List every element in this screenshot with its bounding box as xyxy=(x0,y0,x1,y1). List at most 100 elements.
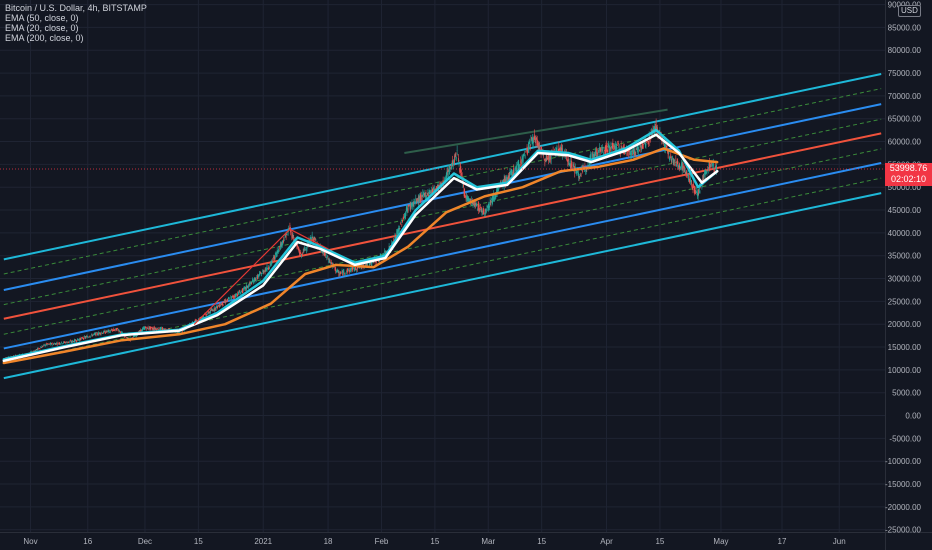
y-axis-tick-label: 20000.00 xyxy=(888,320,922,329)
candle-body xyxy=(119,331,121,333)
candle-body xyxy=(663,143,665,145)
candle-body xyxy=(624,151,626,154)
last-price-value: 53998.76 xyxy=(889,163,928,173)
candle-body xyxy=(712,162,714,167)
candle-body xyxy=(475,204,477,205)
candle-body xyxy=(436,186,438,189)
candle-body xyxy=(229,299,231,301)
candle-body xyxy=(225,300,227,303)
candle-body xyxy=(534,134,536,138)
candle-body xyxy=(101,332,103,334)
candle-body xyxy=(681,164,683,171)
candle-body xyxy=(48,343,50,345)
candle-body xyxy=(222,301,223,306)
candle-body xyxy=(473,201,475,207)
candle-body xyxy=(689,175,691,181)
candle-body xyxy=(145,326,146,329)
y-axis-tick-label: 65000.00 xyxy=(888,115,922,124)
candle-body xyxy=(133,335,134,338)
candle-body xyxy=(429,190,431,192)
candle-body xyxy=(328,260,330,262)
candle-body xyxy=(490,200,492,203)
candle-body xyxy=(104,330,106,334)
candle-body xyxy=(141,329,143,332)
candle-body xyxy=(345,272,347,274)
candle-body xyxy=(278,250,280,252)
candle-body xyxy=(61,343,63,345)
candle-body xyxy=(555,148,557,149)
candle-body xyxy=(567,158,569,162)
candle-body xyxy=(686,170,688,176)
candle-body xyxy=(54,343,56,345)
candle-body xyxy=(339,273,341,275)
candle-body xyxy=(142,328,143,331)
candle-body xyxy=(260,274,262,277)
candle-body xyxy=(214,308,216,311)
candle-body xyxy=(245,286,247,289)
candle-body xyxy=(218,303,220,308)
candle-body xyxy=(621,147,623,148)
candle-body xyxy=(495,193,497,198)
candle-body xyxy=(269,263,271,267)
candle-body xyxy=(412,203,414,207)
candle-body xyxy=(264,271,265,272)
currency-button[interactable]: USD xyxy=(898,5,921,17)
candle-body xyxy=(679,163,681,170)
candle-body xyxy=(356,269,358,271)
candle-body xyxy=(506,179,508,181)
legend-ema20[interactable]: EMA (20, close, 0) xyxy=(5,23,79,33)
candle-body xyxy=(511,170,513,178)
candle-body xyxy=(277,250,279,254)
candle-body xyxy=(405,208,407,210)
candle-body xyxy=(509,171,511,177)
candle-body xyxy=(105,332,106,334)
candle-body xyxy=(514,168,516,172)
candle-body xyxy=(42,346,43,348)
candle-body xyxy=(253,281,255,284)
candle-body xyxy=(206,314,208,316)
symbol-title[interactable]: Bitcoin / U.S. Dollar, 4h, BITSTAMP xyxy=(5,3,147,13)
y-axis-tick-label: -5000.00 xyxy=(889,434,921,443)
candle-body xyxy=(75,341,77,342)
candle-body xyxy=(428,190,430,195)
candle-body xyxy=(525,151,527,153)
candle-body xyxy=(119,330,120,332)
candle-body xyxy=(154,328,156,330)
candle-body xyxy=(698,186,700,190)
candle-body xyxy=(159,327,161,330)
candle-body xyxy=(430,191,432,194)
candle-body xyxy=(505,178,507,184)
candle-body xyxy=(314,239,316,241)
candle-body xyxy=(354,266,356,270)
candle-body xyxy=(64,342,66,344)
channel-outer-line xyxy=(3,192,882,380)
candle-body xyxy=(288,227,290,230)
candle-body xyxy=(468,197,469,202)
candle-body xyxy=(177,331,179,334)
candle-body xyxy=(86,335,88,339)
candle-body xyxy=(126,337,128,339)
candle-body xyxy=(452,162,454,166)
candle-body xyxy=(528,143,530,150)
candle-body xyxy=(202,317,204,319)
legend-ema50[interactable]: EMA (50, close, 0) xyxy=(5,13,79,23)
candle-body xyxy=(61,341,63,343)
candle-body xyxy=(587,161,589,167)
candle-body xyxy=(544,162,546,164)
candle-body xyxy=(110,331,112,333)
candle-body xyxy=(304,247,305,251)
candle-body xyxy=(711,163,712,164)
candle-body xyxy=(121,331,122,333)
candle-body xyxy=(194,320,195,322)
candle-body xyxy=(110,329,112,331)
candle-body xyxy=(98,332,99,335)
candle-body xyxy=(63,341,65,343)
candle-body xyxy=(513,168,515,174)
candle-body xyxy=(217,306,218,309)
y-axis-tick-label: 60000.00 xyxy=(888,138,922,147)
candle-body xyxy=(488,202,490,209)
legend-ema200[interactable]: EMA (200, close, 0) xyxy=(5,33,84,43)
candle-body xyxy=(164,328,166,330)
candle-body xyxy=(457,158,459,162)
